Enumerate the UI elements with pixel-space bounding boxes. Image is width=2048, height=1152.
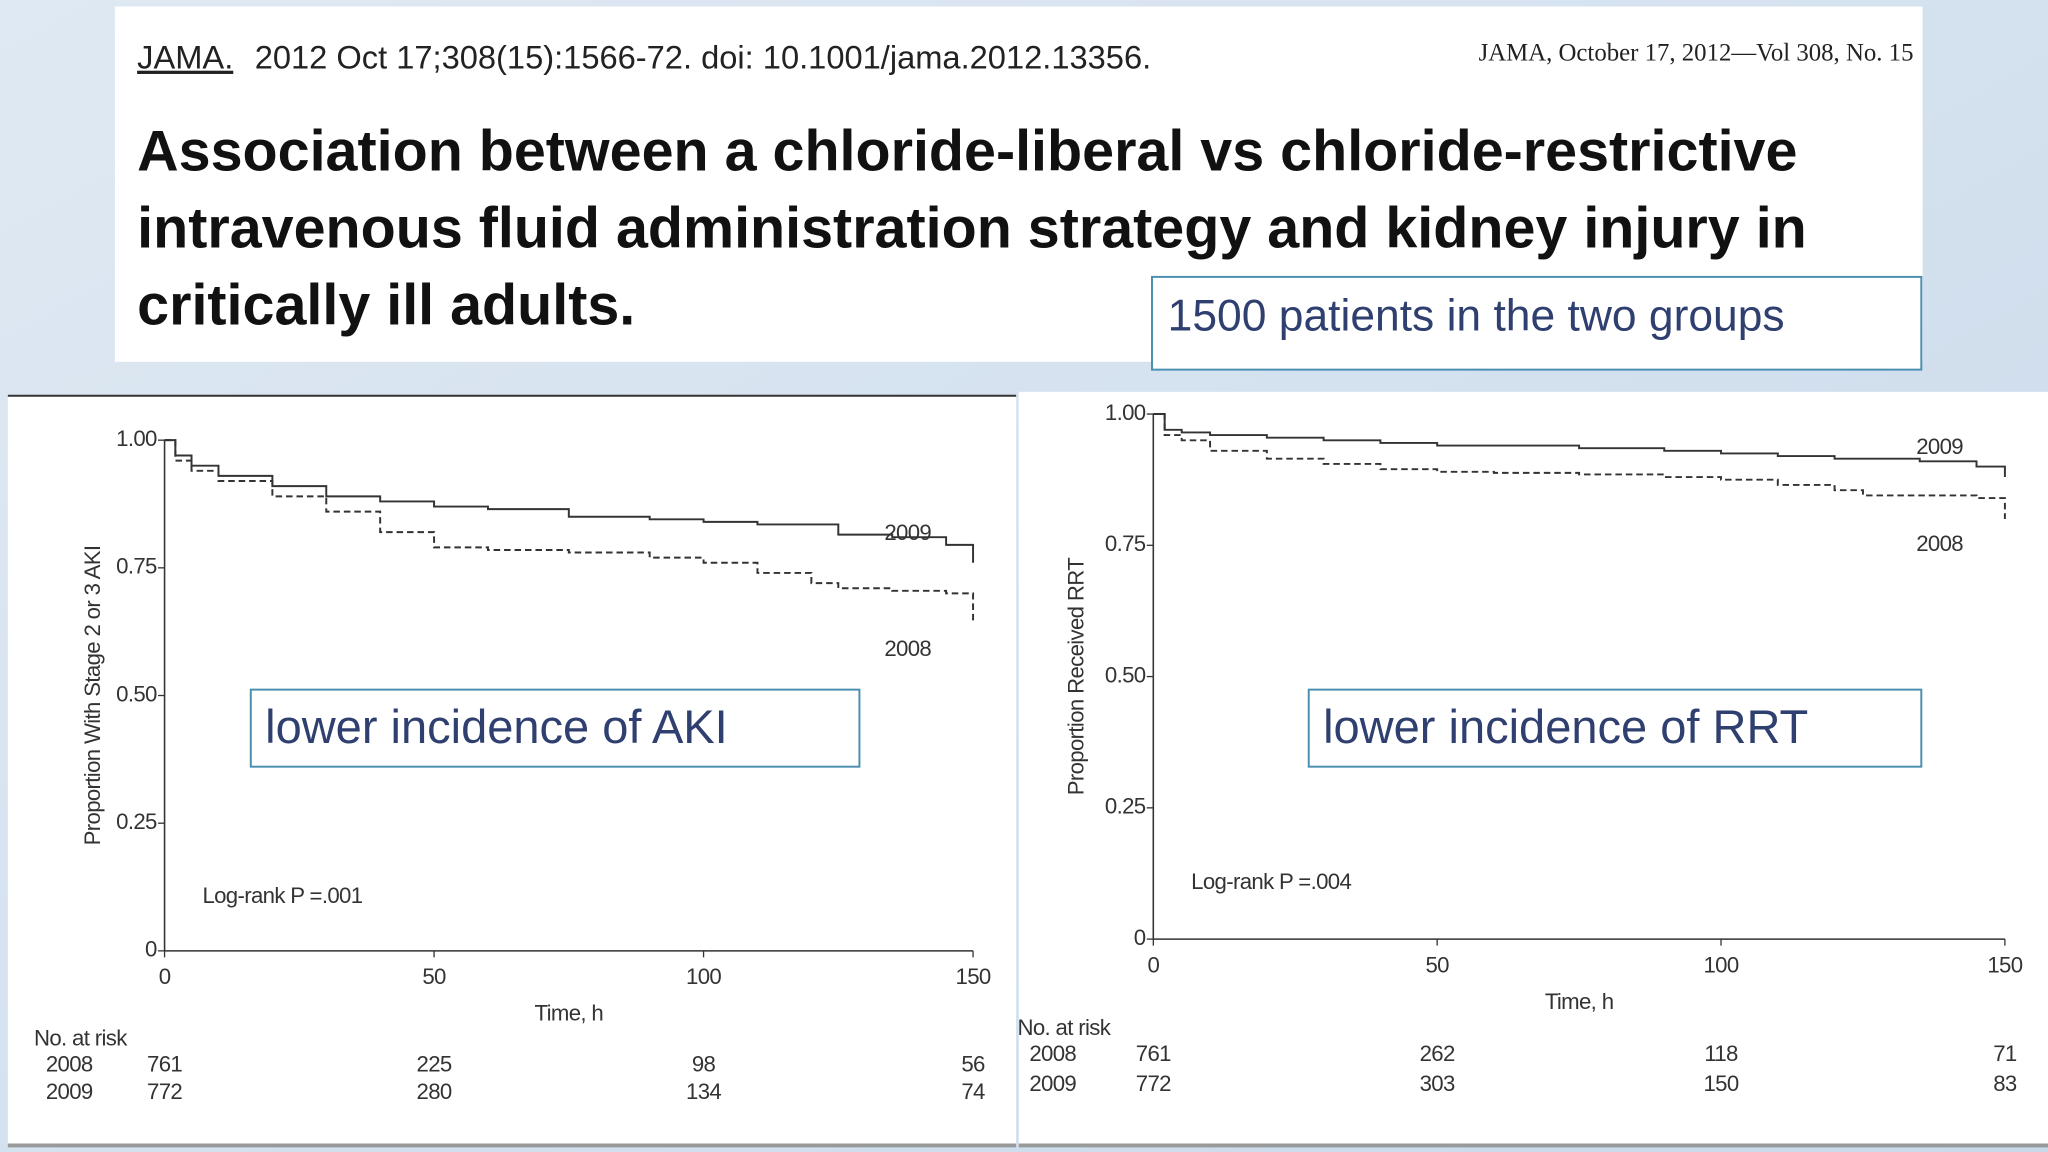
chart: 0 0.25 0.50 0.75 1.00 0 50 100 150 Proportion Rec… <box>1017 400 2023 1096</box>
x-tick-label: 150 <box>956 964 991 989</box>
risk-value: 225 <box>417 1052 452 1077</box>
risk-row-label: 2009 <box>46 1079 93 1104</box>
x-axis-label: Time, h <box>535 1001 604 1026</box>
series-label: 2008 <box>884 636 931 661</box>
x-tick-label: 150 <box>1987 952 2022 977</box>
x-tick-label: 100 <box>686 964 721 989</box>
title-line: critically ill adults. <box>137 274 635 338</box>
callout-box <box>1151 275 1923 371</box>
callout: 1500 patients in the two groups <box>1168 291 1785 340</box>
risk-title: No. at risk <box>1017 1015 1111 1040</box>
y-axis-label: Proportion Received RRT <box>1063 557 1088 795</box>
x-tick-label: 0 <box>1147 952 1159 977</box>
y-tick-label: 0.25 <box>1105 794 1146 819</box>
survival-line <box>164 439 975 563</box>
risk-value: 83 <box>1993 1071 2017 1096</box>
risk-value: 761 <box>1136 1041 1171 1066</box>
y-tick-label: 0.75 <box>1105 531 1146 556</box>
citation-source: JAMA. <box>137 39 233 76</box>
x-tick-label: 50 <box>1425 952 1449 977</box>
y-axis-label: Proportion With Stage 2 or 3 AKI <box>80 546 105 846</box>
y-tick-label: 0 <box>1134 925 1146 950</box>
y-tick-label: 1.00 <box>1105 400 1146 425</box>
callout-box <box>1307 688 1923 768</box>
risk-value: 134 <box>686 1079 721 1104</box>
risk-row-label: 2008 <box>46 1052 93 1077</box>
risk-value: 772 <box>147 1079 182 1104</box>
x-tick-label: 100 <box>1704 952 1739 977</box>
risk-title: No. at risk <box>34 1026 128 1051</box>
chart: 0 0.25 0.50 0.75 1.00 0 50 100 150 Proportion Wit… <box>34 426 992 1104</box>
citation: 2012 Oct 17;308(15):1566-72. doi: 10.100… <box>255 39 1152 76</box>
risk-value: 150 <box>1704 1071 1739 1096</box>
risk-value: 56 <box>961 1052 985 1077</box>
risk-value: 71 <box>1993 1041 2017 1066</box>
series-label: 2009 <box>884 520 931 545</box>
y-tick-label: 0.75 <box>116 554 157 579</box>
y-tick-label: 1.00 <box>116 426 157 451</box>
chart-panel <box>1018 391 2048 1146</box>
risk-row-label: 2009 <box>1029 1071 1076 1096</box>
x-axis-label: Time, h <box>1545 989 1614 1014</box>
survival-line <box>164 439 975 625</box>
risk-row-label: 2008 <box>1029 1041 1076 1066</box>
series-label: 2009 <box>1916 434 1963 459</box>
risk-value: 118 <box>1704 1041 1738 1066</box>
series-label: 2008 <box>1916 531 1963 556</box>
risk-value: 761 <box>147 1052 182 1077</box>
risk-value: 772 <box>1136 1071 1171 1096</box>
title-line: intravenous fluid administration strateg… <box>137 197 1807 261</box>
title-line: Association between a chloride-liberal v… <box>137 120 1797 184</box>
risk-value: 74 <box>961 1079 985 1104</box>
callout: lower incidence of RRT <box>1323 700 1808 753</box>
callout: lower incidence of AKI <box>265 700 728 753</box>
y-tick-label: 0.25 <box>116 809 157 834</box>
x-tick-label: 0 <box>159 964 171 989</box>
risk-value: 303 <box>1420 1071 1455 1096</box>
annotation: Log-rank P =.001 <box>202 883 362 908</box>
y-tick-label: 0.50 <box>1105 662 1146 687</box>
y-tick-label: 0 <box>145 937 157 962</box>
survival-line <box>1153 413 2006 520</box>
chart-panel <box>7 395 1017 1146</box>
risk-value: 98 <box>692 1052 716 1077</box>
risk-value: 262 <box>1420 1041 1455 1066</box>
annotation: Log-rank P =.004 <box>1191 869 1351 894</box>
survival-line <box>1153 413 2006 478</box>
y-tick-label: 0.50 <box>116 681 157 706</box>
citation-right: JAMA, October 17, 2012—Vol 308, No. 15 <box>1479 40 1914 67</box>
x-tick-label: 50 <box>422 964 446 989</box>
risk-value: 280 <box>417 1079 452 1104</box>
callout-box <box>249 688 861 768</box>
